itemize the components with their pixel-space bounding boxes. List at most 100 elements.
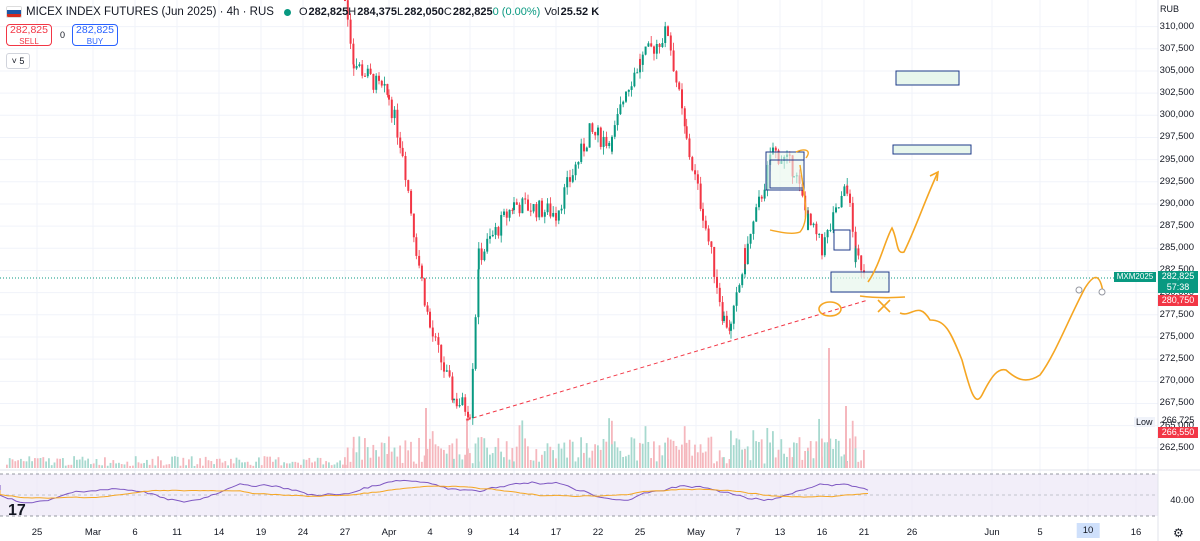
candle-body xyxy=(577,161,580,165)
volume-bar xyxy=(752,430,755,468)
volume-bar xyxy=(361,459,363,468)
candle-body xyxy=(602,136,605,147)
volume-bar xyxy=(608,418,610,468)
currency-selector[interactable]: RUB xyxy=(1160,4,1180,14)
candle-body xyxy=(641,54,644,65)
red-level-tag: 280,750 xyxy=(1158,295,1198,306)
volume-bar xyxy=(64,465,67,468)
candle-body xyxy=(440,344,443,363)
volume-bar xyxy=(440,448,442,468)
candle-body xyxy=(854,248,857,263)
volume-bar xyxy=(120,464,123,468)
volume-bar xyxy=(407,450,410,468)
candle-body xyxy=(661,43,664,47)
price-tick-label: 300,000 xyxy=(1159,109,1194,121)
candle-body xyxy=(434,336,437,338)
candle-body xyxy=(818,233,821,235)
volume-bar xyxy=(346,447,349,468)
volume-bar xyxy=(388,436,390,468)
gear-icon[interactable]: ⚙ xyxy=(1173,526,1184,540)
grid xyxy=(0,0,1158,520)
candle-body xyxy=(513,202,515,211)
candle-body xyxy=(355,65,358,69)
candle-body xyxy=(723,315,725,321)
volume-bar xyxy=(176,456,179,468)
volume-bar xyxy=(132,465,134,468)
volume-bar xyxy=(344,457,346,468)
candle-body xyxy=(588,130,591,148)
candle-body xyxy=(730,323,732,331)
candle-body xyxy=(423,278,426,306)
volume-bar xyxy=(70,464,73,468)
projection-arrow xyxy=(929,170,939,182)
candle-body xyxy=(443,362,445,372)
price-tick-label: 310,000 xyxy=(1159,20,1194,32)
volume-bar xyxy=(728,459,731,468)
candle-body xyxy=(344,0,346,1)
volume-bar xyxy=(168,464,171,468)
volume-bar xyxy=(129,465,131,468)
volume-bar xyxy=(801,459,804,468)
volume-bar xyxy=(53,462,56,468)
volume-bar xyxy=(300,464,302,468)
volume-bar xyxy=(358,436,361,468)
last-price-value: 282,825 xyxy=(1161,271,1195,281)
volume-bar xyxy=(696,452,699,468)
volume-bar xyxy=(453,458,455,468)
open-value: 282,825 xyxy=(308,6,349,18)
buy-button[interactable]: 282,825 BUY xyxy=(72,24,118,46)
volume-bar xyxy=(755,441,757,468)
volume-bar xyxy=(477,437,480,468)
candle-body xyxy=(826,230,829,238)
ticker-label: MXM2025 xyxy=(1114,272,1156,282)
price-tick-label: 297,500 xyxy=(1159,131,1194,143)
volume-bar xyxy=(390,451,393,468)
candle-body xyxy=(455,398,458,407)
candle-body xyxy=(474,317,477,369)
volume-bar xyxy=(489,454,491,468)
volume-bar xyxy=(766,427,769,468)
volume-bar xyxy=(515,446,518,468)
candle-body xyxy=(685,126,688,139)
volume-bar xyxy=(266,456,269,468)
volume-bar xyxy=(260,465,263,468)
sell-button[interactable]: 282,825 SELL xyxy=(6,24,52,46)
chart-header: MICEX INDEX FUTURES (Jun 2025) · 4h · RU… xyxy=(0,0,599,24)
price-tick-label: 290,000 xyxy=(1159,197,1194,209)
volume-bar xyxy=(134,456,137,468)
candle-body xyxy=(426,305,429,312)
volume-bar xyxy=(694,444,696,468)
candle-body xyxy=(508,209,511,218)
time-tick-label: 10 xyxy=(1076,523,1100,538)
volume-bar xyxy=(246,461,249,468)
volume-bar xyxy=(336,462,339,468)
candle-body xyxy=(713,246,716,277)
candle-body xyxy=(429,311,431,328)
volume-bar xyxy=(655,461,658,468)
volume-bar xyxy=(308,457,311,468)
candle-body xyxy=(696,174,699,184)
volume-bar xyxy=(846,462,848,468)
time-tick-label: 16 xyxy=(1130,527,1142,538)
volume-bar xyxy=(76,459,78,468)
candle-body xyxy=(599,127,602,147)
volume-bar xyxy=(749,460,752,468)
indicator-toggle-button[interactable]: ˅ 5 xyxy=(6,53,30,69)
volume-bar xyxy=(412,461,415,468)
volume-bar xyxy=(272,461,274,468)
candle-body xyxy=(483,251,486,261)
candle-body xyxy=(860,255,863,271)
candle-body xyxy=(851,202,854,232)
candle-body xyxy=(613,125,616,137)
candle-body xyxy=(437,337,440,345)
volume-bar xyxy=(241,462,243,468)
target-zone-1 xyxy=(895,70,960,86)
symbol-title[interactable]: MICEX INDEX FUTURES (Jun 2025) · 4h · RU… xyxy=(26,6,274,18)
volume-bar xyxy=(791,457,794,468)
volume-bar xyxy=(860,460,862,468)
candle-body xyxy=(843,186,846,196)
volume-bar xyxy=(101,465,103,468)
candle-body xyxy=(563,187,566,209)
candle-body xyxy=(835,207,837,213)
